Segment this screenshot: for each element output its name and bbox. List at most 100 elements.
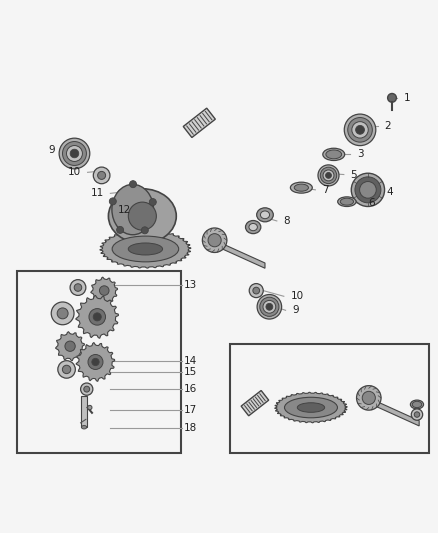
Text: 8: 8 bbox=[283, 216, 290, 226]
Circle shape bbox=[81, 383, 93, 395]
Circle shape bbox=[388, 93, 396, 102]
Circle shape bbox=[414, 412, 420, 417]
Circle shape bbox=[351, 173, 385, 206]
Ellipse shape bbox=[81, 425, 87, 429]
Text: 4: 4 bbox=[387, 187, 393, 197]
Circle shape bbox=[98, 172, 106, 180]
Ellipse shape bbox=[112, 236, 179, 262]
Circle shape bbox=[59, 138, 90, 169]
Circle shape bbox=[65, 341, 75, 351]
Text: 9: 9 bbox=[292, 305, 299, 316]
Text: 14: 14 bbox=[184, 356, 197, 366]
Circle shape bbox=[356, 125, 364, 134]
Ellipse shape bbox=[109, 189, 176, 244]
Circle shape bbox=[266, 303, 273, 310]
Circle shape bbox=[260, 297, 279, 317]
Circle shape bbox=[62, 365, 71, 374]
Ellipse shape bbox=[128, 243, 162, 255]
Circle shape bbox=[357, 386, 381, 410]
Circle shape bbox=[88, 405, 92, 410]
Circle shape bbox=[74, 284, 82, 292]
Ellipse shape bbox=[245, 221, 261, 233]
Circle shape bbox=[355, 177, 381, 203]
Circle shape bbox=[89, 309, 106, 325]
Text: 7: 7 bbox=[322, 185, 328, 195]
Circle shape bbox=[149, 199, 156, 206]
Ellipse shape bbox=[323, 148, 345, 160]
Text: 12: 12 bbox=[118, 205, 131, 215]
Circle shape bbox=[88, 354, 103, 369]
Circle shape bbox=[352, 122, 368, 138]
Ellipse shape bbox=[340, 198, 353, 205]
Text: 17: 17 bbox=[184, 405, 197, 415]
Ellipse shape bbox=[290, 182, 312, 193]
Circle shape bbox=[92, 358, 99, 366]
Text: 10: 10 bbox=[290, 291, 304, 301]
Text: 11: 11 bbox=[91, 188, 104, 198]
Circle shape bbox=[263, 301, 276, 313]
Ellipse shape bbox=[297, 403, 325, 413]
Circle shape bbox=[130, 181, 137, 188]
Ellipse shape bbox=[285, 397, 337, 418]
Ellipse shape bbox=[261, 211, 269, 219]
Circle shape bbox=[344, 114, 376, 146]
Ellipse shape bbox=[326, 150, 342, 159]
Circle shape bbox=[93, 167, 110, 184]
Polygon shape bbox=[91, 277, 117, 304]
Text: 5: 5 bbox=[350, 169, 357, 180]
Bar bbox=[230, 344, 429, 453]
Circle shape bbox=[51, 302, 74, 325]
Polygon shape bbox=[369, 398, 419, 426]
Ellipse shape bbox=[112, 184, 153, 235]
Polygon shape bbox=[275, 392, 347, 423]
Ellipse shape bbox=[338, 197, 356, 206]
Polygon shape bbox=[76, 343, 115, 382]
Polygon shape bbox=[100, 230, 191, 268]
Circle shape bbox=[63, 142, 86, 165]
Ellipse shape bbox=[410, 400, 424, 409]
Ellipse shape bbox=[249, 223, 258, 231]
Circle shape bbox=[208, 233, 221, 247]
Ellipse shape bbox=[412, 401, 422, 408]
Bar bbox=[81, 395, 87, 427]
Circle shape bbox=[323, 170, 334, 181]
Circle shape bbox=[141, 227, 148, 234]
Circle shape bbox=[93, 313, 101, 321]
Circle shape bbox=[99, 286, 109, 295]
Text: 13: 13 bbox=[184, 280, 197, 290]
Circle shape bbox=[411, 409, 423, 420]
Circle shape bbox=[257, 295, 282, 319]
Text: 9: 9 bbox=[48, 146, 55, 156]
Circle shape bbox=[110, 198, 117, 205]
Circle shape bbox=[360, 182, 376, 198]
Circle shape bbox=[202, 228, 227, 253]
Text: 16: 16 bbox=[184, 384, 197, 394]
Circle shape bbox=[128, 202, 156, 230]
Text: 10: 10 bbox=[68, 167, 81, 177]
Text: 3: 3 bbox=[357, 149, 364, 159]
Polygon shape bbox=[215, 240, 265, 268]
Text: 6: 6 bbox=[368, 198, 374, 208]
Circle shape bbox=[67, 146, 82, 161]
Text: 15: 15 bbox=[184, 367, 197, 377]
Circle shape bbox=[249, 284, 263, 297]
Text: 18: 18 bbox=[184, 423, 197, 433]
Circle shape bbox=[58, 361, 75, 378]
Circle shape bbox=[325, 173, 332, 179]
Polygon shape bbox=[56, 332, 85, 361]
Ellipse shape bbox=[257, 208, 273, 222]
Circle shape bbox=[70, 280, 86, 295]
Circle shape bbox=[320, 167, 337, 183]
Circle shape bbox=[84, 386, 90, 392]
Bar bbox=[241, 391, 268, 416]
Ellipse shape bbox=[294, 184, 308, 191]
Circle shape bbox=[318, 165, 339, 186]
Circle shape bbox=[70, 149, 79, 158]
Polygon shape bbox=[76, 295, 118, 338]
Text: 2: 2 bbox=[384, 122, 391, 131]
Circle shape bbox=[348, 118, 372, 142]
Text: 1: 1 bbox=[403, 93, 410, 103]
Bar bbox=[183, 108, 215, 138]
Circle shape bbox=[362, 391, 375, 405]
Bar bbox=[17, 271, 181, 453]
